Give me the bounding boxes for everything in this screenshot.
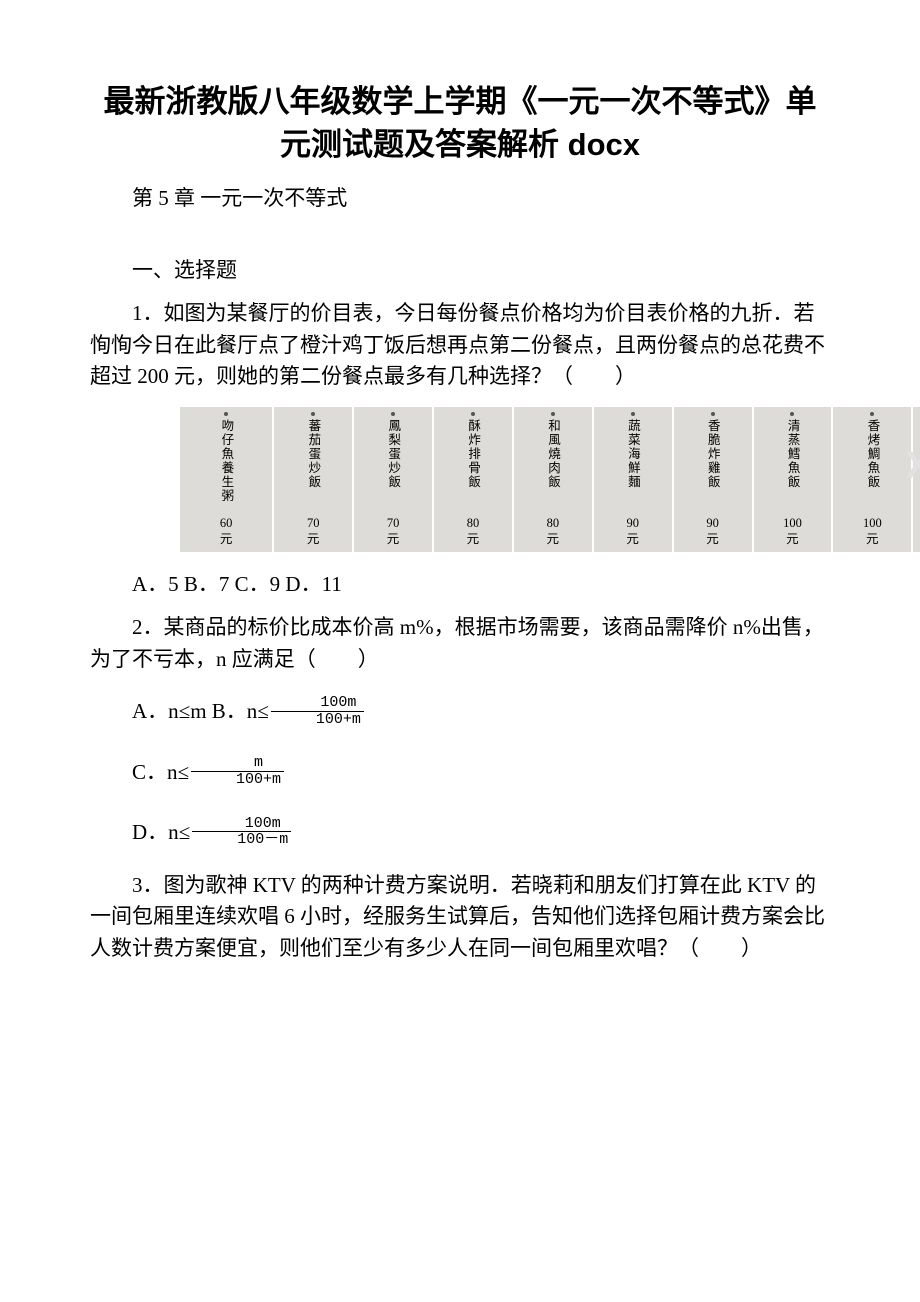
menu-item-price: 70 bbox=[277, 516, 349, 532]
option-d-prefix: D．n≤ bbox=[132, 820, 190, 844]
fraction-den: 100+m bbox=[191, 772, 284, 788]
menu-item-name: 香烤鯛魚飯 bbox=[865, 419, 879, 489]
menu-item-unit: 元 bbox=[916, 532, 920, 548]
menu-item-price-cell: 60元 bbox=[180, 511, 272, 552]
bullet-icon bbox=[391, 412, 395, 416]
bullet-icon bbox=[711, 412, 715, 416]
menu-item-name: 吻仔魚養生粥 bbox=[219, 419, 233, 503]
menu-item-price: 90 bbox=[597, 516, 669, 532]
menu-item-name-cell: 香烤鯛魚飯 bbox=[833, 407, 911, 512]
menu-item-name-cell: 吻仔魚養生粥 bbox=[180, 407, 272, 512]
menu-item-price-cell: 70元 bbox=[354, 511, 432, 552]
menu-item-price: 110 bbox=[916, 516, 920, 532]
menu-item-name: 蕃茄蛋炒飯 bbox=[306, 419, 320, 489]
menu-item-name-cell: 紅燒牛腩飯 bbox=[913, 407, 920, 512]
menu-item-unit: 元 bbox=[277, 532, 349, 548]
fraction-c: m100+m bbox=[191, 755, 284, 788]
menu-item-name: 和風燒肉飯 bbox=[546, 419, 560, 489]
bullet-icon bbox=[224, 412, 228, 416]
menu-item-price: 70 bbox=[357, 516, 429, 532]
menu-item-name-cell: 清蒸鱈魚飯 bbox=[754, 407, 832, 512]
menu-item-unit: 元 bbox=[437, 532, 509, 548]
menu-item-unit: 元 bbox=[836, 532, 908, 548]
question-2-option-ab: A．n≤m B．n≤100m100+m bbox=[90, 689, 830, 733]
fraction-num: m bbox=[191, 755, 284, 772]
menu-item-price-cell: 110元 bbox=[913, 511, 920, 552]
menu-item-price-cell: 80元 bbox=[434, 511, 512, 552]
menu-item-name-cell: 蔬菜海鮮麵 bbox=[594, 407, 672, 512]
menu-item-price-cell: 80元 bbox=[514, 511, 592, 552]
bullet-icon bbox=[631, 412, 635, 416]
menu-price-row: 60元70元70元80元80元90元90元100元100元110元120元120… bbox=[180, 511, 920, 552]
fraction-num: 100m bbox=[192, 816, 291, 833]
menu-item-name-cell: 和風燒肉飯 bbox=[514, 407, 592, 512]
menu-item-name-cell: 香脆炸雞飯 bbox=[674, 407, 752, 512]
menu-item-unit: 元 bbox=[517, 532, 589, 548]
bullet-icon bbox=[790, 412, 794, 416]
bullet-icon bbox=[870, 412, 874, 416]
bullet-icon bbox=[551, 412, 555, 416]
question-2-text: 2．某商品的标价比成本价高 m%，根据市场需要，该商品需降价 n%出售，为了不亏… bbox=[90, 612, 830, 675]
menu-item-name-cell: 鳳梨蛋炒飯 bbox=[354, 407, 432, 512]
menu-item-price-cell: 70元 bbox=[274, 511, 352, 552]
question-2-option-d: D．n≤100m100－m bbox=[90, 810, 830, 854]
page: 最新浙教版八年级数学上学期《一元一次不等式》单元测试题及答案解析 docx 第 … bbox=[0, 0, 920, 1038]
question-1-text: 1．如图为某餐厅的价目表，今日每份餐点价格均为价目表价格的九折．若恂恂今日在此餐… bbox=[90, 298, 830, 393]
menu-table: 吻仔魚養生粥 蕃茄蛋炒飯 鳳梨蛋炒飯 酥炸排骨飯 和風燒肉飯 蔬菜海鮮麵 香脆炸雞飯 清蒸鱈魚… bbox=[178, 407, 920, 553]
menu-item-name: 鳳梨蛋炒飯 bbox=[386, 419, 400, 489]
section-heading: 一、选择题 bbox=[90, 254, 830, 284]
bullet-icon bbox=[311, 412, 315, 416]
option-a-b-prefix: A．n≤m B．n≤ bbox=[132, 699, 269, 723]
menu-item-unit: 元 bbox=[677, 532, 749, 548]
menu-item-price-cell: 100元 bbox=[833, 511, 911, 552]
menu-item-name: 蔬菜海鮮麵 bbox=[626, 419, 640, 489]
menu-item-price: 90 bbox=[677, 516, 749, 532]
menu-item-price-cell: 90元 bbox=[594, 511, 672, 552]
menu-item-name: 香脆炸雞飯 bbox=[705, 419, 719, 489]
menu-item-price: 60 bbox=[183, 516, 269, 532]
fraction-den: 100+m bbox=[271, 712, 364, 728]
menu-item-name: 清蒸鱈魚飯 bbox=[785, 419, 799, 489]
fraction-den: 100－m bbox=[192, 832, 291, 848]
question-3-text: 3．图为歌神 KTV 的两种计费方案说明．若晓莉和朋友们打算在此 KTV 的一间… bbox=[90, 870, 830, 965]
menu-item-price-cell: 90元 bbox=[674, 511, 752, 552]
menu-item-name: 酥炸排骨飯 bbox=[466, 419, 480, 489]
document-title: 最新浙教版八年级数学上学期《一元一次不等式》单元测试题及答案解析 docx bbox=[90, 80, 830, 167]
menu-name-row: 吻仔魚養生粥 蕃茄蛋炒飯 鳳梨蛋炒飯 酥炸排骨飯 和風燒肉飯 蔬菜海鮮麵 香脆炸雞飯 清蒸鱈魚… bbox=[180, 407, 920, 512]
menu-item-name-cell: 酥炸排骨飯 bbox=[434, 407, 512, 512]
question-1-options: A．5 B．7 C．9 D．11 bbox=[90, 568, 830, 598]
chapter-title: 第 5 章 一元一次不等式 bbox=[90, 185, 830, 212]
menu-item-unit: 元 bbox=[597, 532, 669, 548]
fraction-d: 100m100－m bbox=[192, 816, 291, 849]
menu-item-price: 80 bbox=[437, 516, 509, 532]
option-c-prefix: C．n≤ bbox=[132, 760, 189, 784]
menu-item-price-cell: 100元 bbox=[754, 511, 832, 552]
menu-item-name-cell: 蕃茄蛋炒飯 bbox=[274, 407, 352, 512]
menu-item-unit: 元 bbox=[357, 532, 429, 548]
question-2-option-c: C．n≤m100+m bbox=[90, 750, 830, 794]
fraction-ab: 100m100+m bbox=[271, 695, 364, 728]
menu-item-price: 80 bbox=[517, 516, 589, 532]
bullet-icon bbox=[471, 412, 475, 416]
menu-item-price: 100 bbox=[757, 516, 829, 532]
menu-item-unit: 元 bbox=[183, 532, 269, 548]
menu-item-unit: 元 bbox=[757, 532, 829, 548]
fraction-num: 100m bbox=[271, 695, 364, 712]
menu-item-price: 100 bbox=[836, 516, 908, 532]
menu-price-table: 吻仔魚養生粥 蕃茄蛋炒飯 鳳梨蛋炒飯 酥炸排骨飯 和風燒肉飯 蔬菜海鮮麵 香脆炸雞飯 清蒸鱈魚… bbox=[178, 407, 830, 553]
